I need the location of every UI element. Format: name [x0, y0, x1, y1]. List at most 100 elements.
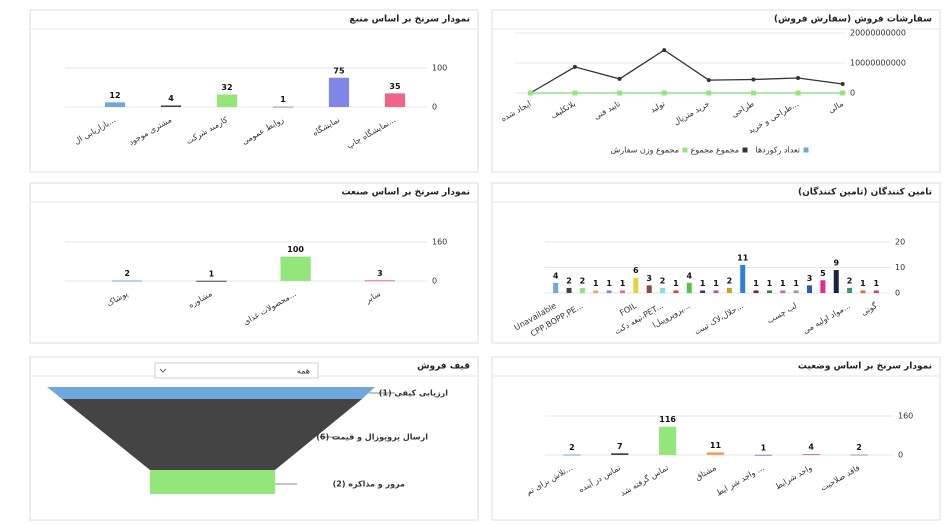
data-label: 2: [727, 276, 733, 285]
bar: [160, 105, 182, 107]
bar: [740, 264, 746, 293]
point: [527, 90, 533, 96]
data-label: 4: [553, 271, 559, 280]
bar: [104, 102, 126, 107]
bar: [660, 287, 666, 293]
data-label: 35: [389, 82, 401, 91]
y-tick-label: 0: [895, 289, 900, 298]
filter-dropdown[interactable]: [154, 362, 319, 379]
data-label: 75: [333, 66, 345, 75]
legend-marker: [803, 147, 809, 153]
bar: [873, 290, 879, 293]
funnel-stage: [62, 399, 362, 470]
bar: [766, 290, 772, 293]
point: [617, 90, 623, 96]
bar: [753, 290, 759, 293]
stage-label: مرور و مذاکره (2): [333, 480, 405, 489]
data-label: 3: [807, 274, 813, 283]
y-tick-label: 160: [898, 412, 913, 421]
bar: [328, 77, 350, 107]
bar: [726, 287, 732, 293]
data-label: 6: [633, 266, 639, 275]
bar: [111, 280, 143, 282]
y-tick-label: 20: [895, 238, 905, 247]
data-label: 32: [221, 83, 232, 92]
bar: [807, 285, 813, 293]
panel: [491, 9, 941, 173]
data-label: 12: [109, 91, 120, 100]
bar: [802, 454, 820, 456]
data-label: 1: [860, 279, 866, 288]
bar: [384, 93, 406, 107]
data-label: 11: [710, 441, 722, 450]
panel-title: نمودار سرنخ بر اساس منبع: [349, 15, 470, 25]
point: [706, 78, 711, 83]
data-label: 2: [580, 276, 586, 285]
data-label: 7: [617, 442, 623, 451]
point: [750, 90, 756, 96]
data-label: 1: [713, 279, 719, 288]
panel-title: نمودار سرنخ بر اساس صنعت: [342, 188, 470, 198]
bar: [833, 270, 839, 293]
data-label: 1: [673, 279, 679, 288]
dropdown-caret: [159, 368, 167, 373]
bar: [860, 290, 866, 293]
point: [572, 64, 577, 69]
bar: [686, 282, 692, 293]
stage-label: ارسال پروپوزال و قیمت (6): [316, 433, 428, 442]
data-label: 2: [124, 269, 130, 278]
data-label: 4: [686, 271, 692, 280]
y-tick-label: 0: [850, 89, 855, 98]
y-tick-label: 0: [432, 277, 437, 286]
bar: [850, 454, 868, 456]
bar: [280, 256, 311, 281]
point: [795, 90, 801, 96]
bar: [706, 452, 725, 455]
y-tick-label: 20000000000: [850, 29, 906, 38]
data-label: 2: [847, 276, 853, 285]
y-tick-label: 0: [432, 103, 437, 112]
bar: [780, 290, 786, 293]
bar: [216, 94, 238, 107]
bar: [633, 277, 639, 293]
bar: [563, 454, 581, 456]
bar: [611, 453, 629, 455]
data-label: 1: [700, 279, 706, 288]
y-tick-label: 100: [432, 64, 447, 73]
data-label: 1: [767, 279, 773, 288]
bar: [553, 282, 559, 293]
data-label: 2: [660, 276, 666, 285]
panel-title: سفارشات فروش (سفارش فروش): [774, 15, 932, 25]
series-line: [529, 49, 843, 94]
stage-label: ارزیابی کیفی (1): [379, 389, 449, 398]
point: [840, 90, 846, 96]
bar: [196, 280, 227, 282]
data-label: 1: [780, 279, 786, 288]
data-label: 3: [377, 269, 383, 278]
point: [706, 90, 712, 96]
point: [751, 77, 756, 82]
data-label: 4: [808, 443, 814, 452]
data-label: 4: [168, 94, 174, 103]
data-label: 2: [856, 443, 862, 452]
legend-marker: [682, 147, 688, 153]
legend-marker: [742, 147, 748, 153]
bar: [793, 290, 799, 293]
y-tick-label: 160: [432, 238, 447, 247]
bar: [566, 287, 572, 293]
data-label: 5: [820, 269, 826, 278]
funnel-stage: [150, 470, 275, 494]
filter-value: همه: [297, 367, 310, 376]
bar: [579, 287, 585, 293]
bar: [754, 454, 772, 456]
y-tick-label: 10000000000: [850, 59, 906, 68]
panel-title: تامین کنندگان (تامین کنندگان): [798, 186, 932, 198]
panel: [491, 182, 941, 344]
data-label: 9: [833, 259, 839, 268]
data-label: 1: [280, 95, 286, 104]
data-label: 2: [569, 443, 575, 452]
data-label: 3: [646, 274, 652, 283]
legend-label: مجموع مجموع: [690, 146, 739, 155]
point: [572, 90, 578, 96]
